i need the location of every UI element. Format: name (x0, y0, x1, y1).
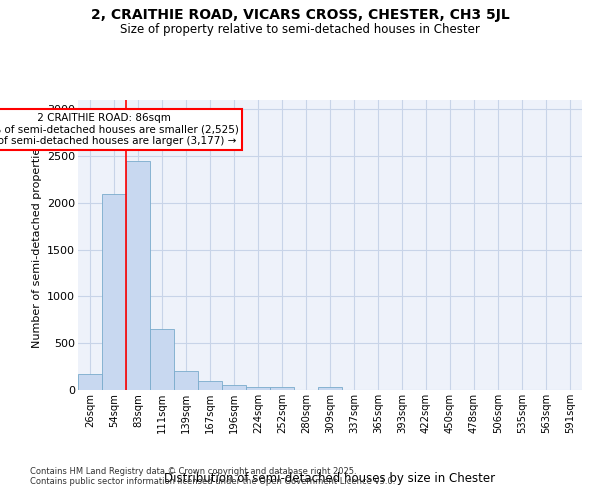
Y-axis label: Number of semi-detached properties: Number of semi-detached properties (32, 142, 41, 348)
Bar (270, 387, 294, 390)
Bar (174, 372, 198, 390)
Bar (78, 374, 102, 390)
Bar (246, 386, 270, 390)
X-axis label: Distribution of semi-detached houses by size in Chester: Distribution of semi-detached houses by … (164, 472, 496, 485)
Text: 2 CRAITHIE ROAD: 86sqm
← 44% of semi-detached houses are smaller (2,525)
 56% of: 2 CRAITHIE ROAD: 86sqm ← 44% of semi-det… (0, 113, 238, 146)
Bar (150, 329, 174, 390)
Bar (318, 387, 342, 390)
Text: 2, CRAITHIE ROAD, VICARS CROSS, CHESTER, CH3 5JL: 2, CRAITHIE ROAD, VICARS CROSS, CHESTER,… (91, 8, 509, 22)
Text: Contains HM Land Registry data © Crown copyright and database right 2025.: Contains HM Land Registry data © Crown c… (30, 467, 356, 476)
Bar (102, 194, 126, 390)
Text: Size of property relative to semi-detached houses in Chester: Size of property relative to semi-detach… (120, 22, 480, 36)
Bar (126, 161, 150, 390)
Bar (222, 386, 246, 390)
Bar (198, 380, 222, 390)
Text: Contains public sector information licensed under the Open Government Licence v3: Contains public sector information licen… (30, 477, 395, 486)
